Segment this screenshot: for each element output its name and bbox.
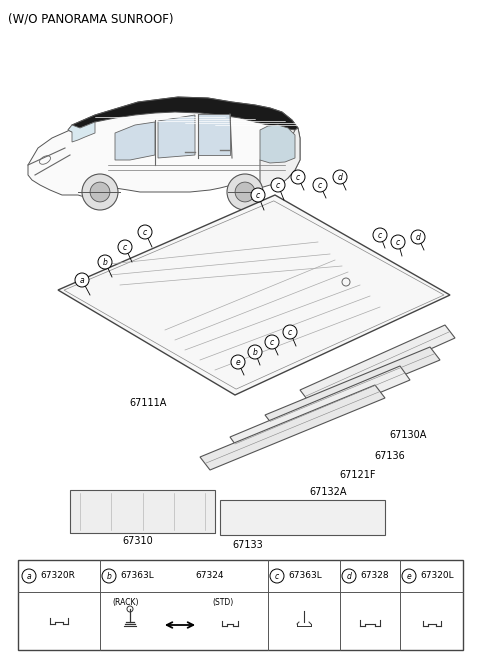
Circle shape: [102, 569, 116, 583]
Text: 67133: 67133: [233, 540, 264, 550]
Bar: [18, 560, 463, 650]
Polygon shape: [220, 500, 385, 535]
Text: (W/O PANORAMA SUNROOF): (W/O PANORAMA SUNROOF): [8, 12, 173, 25]
Text: a: a: [27, 572, 31, 581]
Polygon shape: [70, 490, 215, 533]
Text: 67130A: 67130A: [389, 430, 427, 440]
Circle shape: [90, 182, 110, 202]
Circle shape: [98, 255, 112, 269]
Circle shape: [251, 188, 265, 202]
Circle shape: [138, 225, 152, 239]
Text: 67111A: 67111A: [129, 398, 167, 408]
Text: d: d: [347, 572, 351, 581]
Text: 67132A: 67132A: [309, 487, 347, 497]
Circle shape: [227, 174, 263, 210]
Circle shape: [265, 335, 279, 349]
Circle shape: [270, 569, 284, 583]
Polygon shape: [158, 115, 195, 158]
Circle shape: [373, 228, 387, 242]
Text: b: b: [252, 348, 257, 357]
Polygon shape: [68, 122, 95, 142]
Polygon shape: [28, 97, 300, 198]
Polygon shape: [200, 385, 385, 470]
Text: c: c: [143, 228, 147, 237]
Text: e: e: [407, 572, 411, 581]
Circle shape: [291, 170, 305, 184]
Polygon shape: [115, 122, 155, 160]
Text: c: c: [256, 191, 260, 200]
Polygon shape: [230, 366, 410, 451]
Text: 67320L: 67320L: [420, 571, 454, 581]
Text: c: c: [276, 181, 280, 190]
Text: c: c: [275, 572, 279, 581]
Polygon shape: [198, 114, 230, 155]
Circle shape: [231, 355, 245, 369]
Text: 67363L: 67363L: [288, 571, 322, 581]
Circle shape: [402, 569, 416, 583]
Polygon shape: [260, 125, 295, 163]
Polygon shape: [265, 347, 440, 428]
Text: c: c: [378, 231, 382, 240]
Text: 67363L: 67363L: [120, 571, 154, 581]
Polygon shape: [58, 195, 450, 395]
Circle shape: [333, 170, 347, 184]
Polygon shape: [300, 325, 455, 403]
Circle shape: [342, 569, 356, 583]
Circle shape: [391, 235, 405, 249]
Text: b: b: [107, 572, 111, 581]
Circle shape: [248, 345, 262, 359]
Circle shape: [313, 178, 327, 192]
Circle shape: [271, 178, 285, 192]
Text: (STD): (STD): [212, 598, 233, 607]
Circle shape: [82, 174, 118, 210]
Circle shape: [235, 182, 255, 202]
Text: a: a: [80, 276, 84, 285]
Text: 67121F: 67121F: [340, 470, 376, 480]
Text: c: c: [318, 181, 322, 190]
Text: 67310: 67310: [122, 536, 154, 546]
Circle shape: [411, 230, 425, 244]
Circle shape: [118, 240, 132, 254]
Text: d: d: [337, 173, 342, 182]
Text: b: b: [103, 258, 108, 267]
Text: 67324: 67324: [195, 571, 224, 581]
Circle shape: [22, 569, 36, 583]
Text: 67136: 67136: [374, 451, 406, 461]
Text: d: d: [416, 233, 420, 242]
Text: c: c: [396, 238, 400, 247]
Text: c: c: [288, 328, 292, 337]
Text: c: c: [270, 338, 274, 347]
Text: c: c: [296, 173, 300, 182]
Circle shape: [75, 273, 89, 287]
Polygon shape: [260, 128, 300, 188]
Text: 67328: 67328: [360, 571, 389, 581]
Polygon shape: [68, 97, 298, 132]
Text: e: e: [236, 358, 240, 367]
Circle shape: [283, 325, 297, 339]
Text: 67320R: 67320R: [40, 571, 75, 581]
Text: c: c: [123, 243, 127, 252]
Text: (RACK): (RACK): [112, 598, 139, 607]
